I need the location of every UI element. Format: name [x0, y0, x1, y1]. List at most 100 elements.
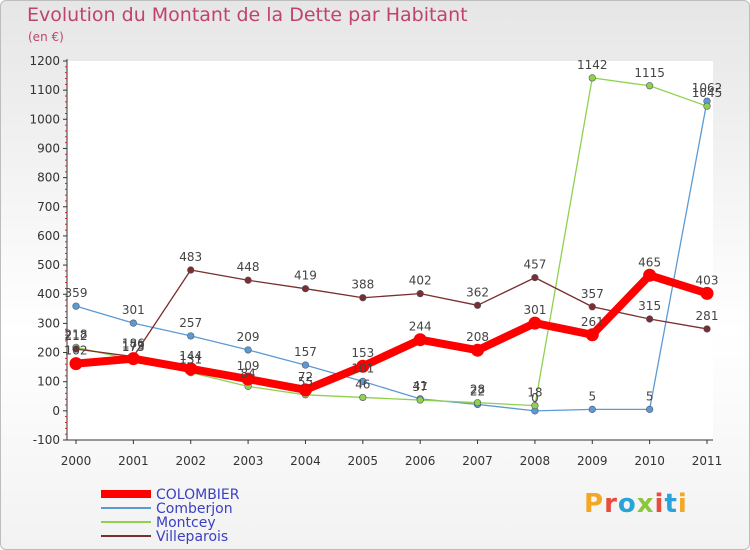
x-tick-label: 2007 — [462, 454, 493, 468]
data-point — [301, 285, 310, 293]
data-label: 357 — [581, 287, 604, 301]
y-tick-label: 100 — [37, 375, 60, 389]
data-label: 131 — [179, 353, 202, 367]
data-point — [588, 303, 596, 311]
data-label: 218 — [65, 327, 88, 341]
data-label: 315 — [638, 299, 661, 313]
series-line — [75, 271, 709, 394]
y-tick-label: 1200 — [29, 54, 60, 68]
data-point — [585, 328, 599, 342]
x-tick-label: 2006 — [405, 454, 436, 468]
data-label: 301 — [122, 303, 145, 317]
data-label: 5 — [646, 389, 654, 403]
data-label: 448 — [237, 260, 260, 274]
x-tick-label: 2003 — [233, 454, 264, 468]
data-label: 1142 — [577, 58, 608, 72]
data-label: 179 — [122, 339, 145, 353]
data-point — [359, 393, 367, 402]
data-label: 212 — [65, 329, 88, 343]
x-tick-label: 2010 — [634, 454, 665, 468]
data-point — [588, 74, 596, 82]
data-point — [531, 401, 539, 410]
y-tick-label: 400 — [37, 287, 60, 301]
x-tick-label: 2009 — [577, 454, 608, 468]
series-line — [75, 101, 708, 412]
data-point — [69, 357, 83, 371]
x-tick-label: 2001 — [118, 454, 149, 468]
x-tick-label: 2004 — [290, 454, 321, 468]
series-colombier — [69, 268, 714, 397]
data-label: 175 — [122, 340, 145, 354]
data-label: 403 — [696, 273, 719, 287]
data-label: 5 — [588, 389, 596, 403]
logo-letter: i — [654, 489, 665, 519]
logo-letter: P — [584, 489, 605, 519]
data-label: 162 — [65, 344, 88, 358]
legend-label: Villeparois — [156, 529, 228, 545]
data-point — [643, 268, 657, 282]
data-point — [72, 345, 80, 353]
legend-label: COLOMBIER — [156, 487, 240, 503]
data-label: 362 — [466, 285, 489, 299]
data-point — [187, 332, 195, 340]
y-tick-label: 600 — [37, 229, 60, 243]
data-label: 457 — [523, 258, 546, 272]
data-label: 22 — [470, 384, 485, 398]
data-label: 359 — [65, 286, 88, 300]
legend-label: Comberjon — [156, 501, 233, 517]
y-tick-label: 900 — [37, 141, 60, 155]
proxiti-logo: Proxiti — [584, 489, 688, 519]
legend-label: Montcey — [156, 515, 216, 531]
data-point — [187, 266, 195, 274]
y-tick-label: 0 — [52, 404, 60, 418]
x-tick-label: 2005 — [348, 454, 379, 468]
y-tick-label: 500 — [37, 258, 60, 272]
data-point — [359, 294, 367, 302]
data-point — [301, 361, 310, 369]
logo-letter: t — [664, 489, 678, 519]
x-tick-label: 2000 — [61, 454, 92, 468]
data-label: 109 — [237, 359, 260, 373]
data-label: 55 — [298, 375, 313, 389]
data-label: 46 — [355, 377, 370, 391]
logo-letter: o — [617, 489, 637, 519]
unit-label: (en €) — [28, 30, 64, 44]
data-label: 402 — [409, 274, 432, 288]
data-point — [359, 377, 367, 386]
data-label: 281 — [696, 309, 719, 323]
data-point — [72, 302, 80, 310]
data-label: 388 — [351, 278, 374, 292]
y-tick-label: 200 — [37, 346, 60, 360]
data-point — [473, 301, 482, 309]
data-point — [356, 359, 370, 373]
data-point — [241, 372, 255, 386]
data-point — [700, 286, 714, 300]
data-label: 301 — [523, 303, 546, 317]
data-point — [184, 362, 198, 376]
data-label: 0 — [531, 391, 539, 405]
logo-letter: i — [677, 489, 688, 519]
data-label: 419 — [294, 269, 317, 283]
data-point — [244, 276, 252, 284]
chart-title: Evolution du Montant de la Dette par Hab… — [27, 4, 468, 26]
data-label: 1045 — [692, 86, 723, 100]
data-label: 209 — [237, 330, 260, 344]
data-label: 483 — [179, 250, 202, 264]
data-label: 257 — [179, 316, 202, 330]
data-label: 101 — [351, 361, 374, 375]
data-label: 28 — [470, 383, 485, 397]
data-point — [416, 396, 424, 404]
data-label: 37 — [413, 380, 428, 394]
data-label: 41 — [413, 379, 428, 393]
data-label: 157 — [294, 345, 317, 359]
logo-letter: r — [604, 489, 618, 519]
series-line — [75, 269, 708, 358]
y-tick-label: 800 — [37, 171, 60, 185]
y-tick-label: 700 — [37, 200, 60, 214]
data-label: 186 — [122, 337, 145, 351]
data-label: 465 — [638, 255, 661, 269]
y-tick-label: 1100 — [29, 83, 60, 97]
data-point — [531, 274, 539, 282]
